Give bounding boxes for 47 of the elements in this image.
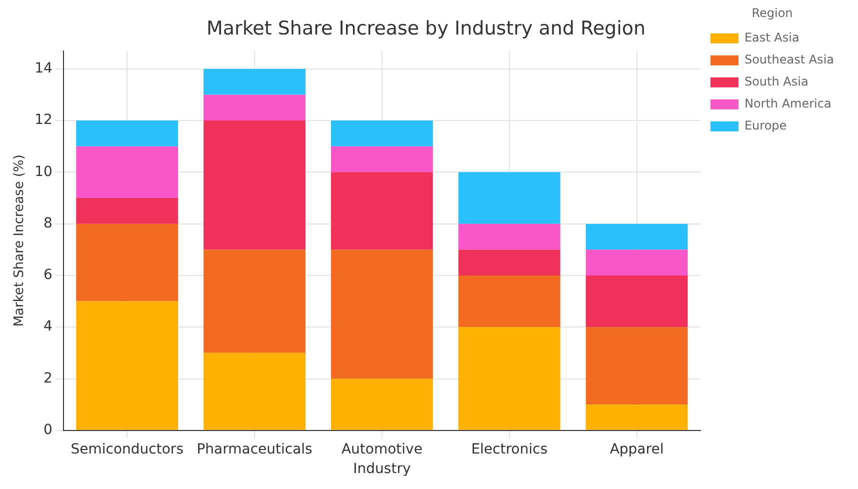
legend-label: Southeast Asia (744, 52, 834, 67)
bar (330, 146, 433, 172)
x-tick-label: Apparel (610, 441, 664, 458)
legend-title: Region (752, 6, 793, 20)
bar (204, 68, 306, 95)
y-tick-label: 12 (34, 112, 52, 128)
legend-label: East Asia (744, 30, 800, 45)
bar (76, 120, 178, 146)
y-axis-title: Market Share Increase (%) (12, 154, 28, 327)
bar (586, 327, 688, 405)
y-tick-label: 0 (43, 422, 52, 438)
y-tick-label: 10 (34, 164, 52, 180)
bar (458, 224, 560, 250)
legend-label: Europe (744, 118, 787, 133)
bar (458, 250, 560, 276)
chart-title: Market Share Increase by Industry and Region (206, 17, 646, 40)
bar (458, 275, 560, 328)
bar (330, 172, 433, 250)
x-tick-label: Automotive (341, 441, 422, 458)
x-axis-title: Industry (353, 461, 411, 478)
y-tick-label: 14 (34, 60, 52, 77)
bar (330, 120, 433, 146)
bar (204, 94, 306, 121)
bar (76, 146, 178, 198)
bar (76, 224, 178, 302)
bar (586, 275, 688, 328)
bar (586, 224, 688, 250)
y-tick-label: 8 (43, 215, 52, 232)
y-tick-label: 2 (43, 370, 52, 386)
bar (204, 352, 306, 430)
y-tick-label: 4 (43, 318, 52, 335)
x-tick-label: Electronics (471, 441, 548, 458)
legend-label: North America (744, 96, 832, 111)
bar (458, 327, 560, 430)
x-tick-label: Semiconductors (70, 441, 184, 458)
bar (458, 172, 560, 224)
legend-label: South Asia (744, 74, 808, 89)
bar (586, 404, 688, 430)
bar (204, 250, 306, 353)
bar (586, 250, 688, 276)
bar (330, 378, 433, 430)
x-tick-label: Pharmaceuticals (196, 441, 312, 458)
bar (330, 250, 433, 379)
bar (204, 120, 306, 250)
y-tick-label: 6 (43, 267, 52, 284)
bar (76, 198, 178, 224)
bar (76, 301, 178, 430)
